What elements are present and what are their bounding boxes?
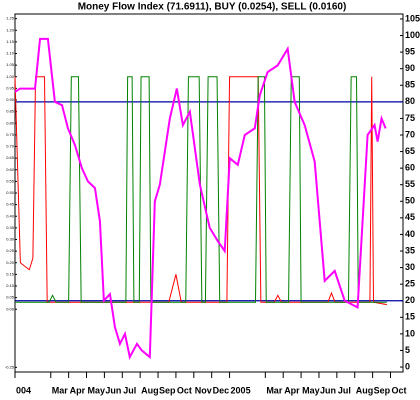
y2-tick-label: 10: [405, 328, 415, 338]
y2-tick-label: 95: [405, 46, 415, 56]
y2-tick-label: 60: [405, 163, 415, 173]
y-tick-label: 0.35: [6, 225, 15, 230]
y2-tick-label: 85: [405, 80, 415, 90]
x-tick-label: Jun: [105, 385, 121, 395]
x-tick-label: May: [302, 385, 320, 395]
y-tick-label: 0.20: [6, 260, 15, 265]
x-tick-label: Oct: [391, 385, 406, 395]
y-tick-label: 0.85: [6, 109, 15, 114]
y2-tick-label: 50: [405, 196, 415, 206]
y-tick-label: 1.25: [6, 16, 15, 21]
y-tick-label: 1.05: [6, 62, 15, 67]
y2-tick-label: 35: [405, 245, 415, 255]
x-tick-label: 004: [16, 385, 31, 395]
x-tick-label: Sep: [159, 385, 176, 395]
y-tick-label: 0.50: [6, 190, 15, 195]
y2-tick-label: 15: [405, 312, 415, 322]
y-tick-label: 0.00: [6, 306, 15, 311]
x-tick-label: Aug: [356, 385, 374, 395]
y-tick-label: 1.20: [6, 27, 15, 32]
y2-tick-label: 70: [405, 129, 415, 139]
x-tick-label: Sep: [374, 385, 391, 395]
x-tick-label: Nov: [195, 385, 212, 395]
x-tick-label: Mar: [52, 385, 69, 395]
y-tick-label: 0.60: [6, 167, 15, 172]
x-tick-label: 2005: [231, 385, 251, 395]
y2-tick-label: 90: [405, 63, 415, 73]
y-tick-label: 0.80: [6, 120, 15, 125]
y2-tick-label: 100: [405, 30, 420, 40]
x-tick-label: May: [88, 385, 106, 395]
chart-title: Money Flow Index (71.6911), BUY (0.0254)…: [78, 2, 347, 13]
y-tick-label: 0.30: [6, 237, 15, 242]
y-tick-label: 0.55: [6, 178, 15, 183]
y-tick-label: 0.75: [6, 132, 15, 137]
y-tick-label: -0.25: [5, 364, 15, 369]
y-tick-label: 1.10: [6, 51, 15, 56]
y2-tick-label: 5: [405, 345, 410, 355]
y2-tick-label: 40: [405, 229, 415, 239]
x-tick-label: Oct: [177, 385, 192, 395]
y-tick-label: 0.40: [6, 213, 15, 218]
series-line: [15, 76, 387, 303]
series-line: [14, 37, 387, 360]
y-tick-label: 0.25: [6, 248, 15, 253]
y2-tick-label: 20: [405, 295, 415, 305]
y-tick-label: 0.70: [6, 144, 15, 149]
y2-tick-label: 105: [405, 13, 420, 23]
x-tick-label: Jul: [123, 385, 136, 395]
y2-tick-label: 45: [405, 212, 415, 222]
x-tick-label: Dec: [213, 385, 230, 395]
y-tick-label: 1.00: [6, 74, 15, 79]
plot-frame: [14, 13, 404, 373]
y-tick-label: 0.95: [6, 85, 15, 90]
x-tick-label: Apr: [284, 385, 300, 395]
y2-tick-label: 30: [405, 262, 415, 272]
x-tick-label: Apr: [70, 385, 86, 395]
y-tick-label: 0.90: [6, 97, 15, 102]
y2-tick-label: 75: [405, 113, 415, 123]
y2-tick-label: 0: [405, 361, 410, 371]
y-tick-label: 0.45: [6, 202, 15, 207]
y-tick-label: 0.15: [6, 271, 15, 276]
y-tick-label: 0.05: [6, 295, 15, 300]
y-tick-label: 0.65: [6, 155, 15, 160]
y2-tick-label: 25: [405, 279, 415, 289]
y2-tick-label: 80: [405, 96, 415, 106]
x-tick-label: Mar: [266, 385, 283, 395]
x-tick-label: Jul: [338, 385, 351, 395]
y2-tick-label: 55: [405, 179, 415, 189]
y2-tick-label: 65: [405, 146, 415, 156]
y-tick-label: 0.10: [6, 283, 15, 288]
y-tick-label: 1.15: [6, 39, 15, 44]
x-tick-label: Aug: [141, 385, 159, 395]
x-tick-label: Jun: [320, 385, 336, 395]
